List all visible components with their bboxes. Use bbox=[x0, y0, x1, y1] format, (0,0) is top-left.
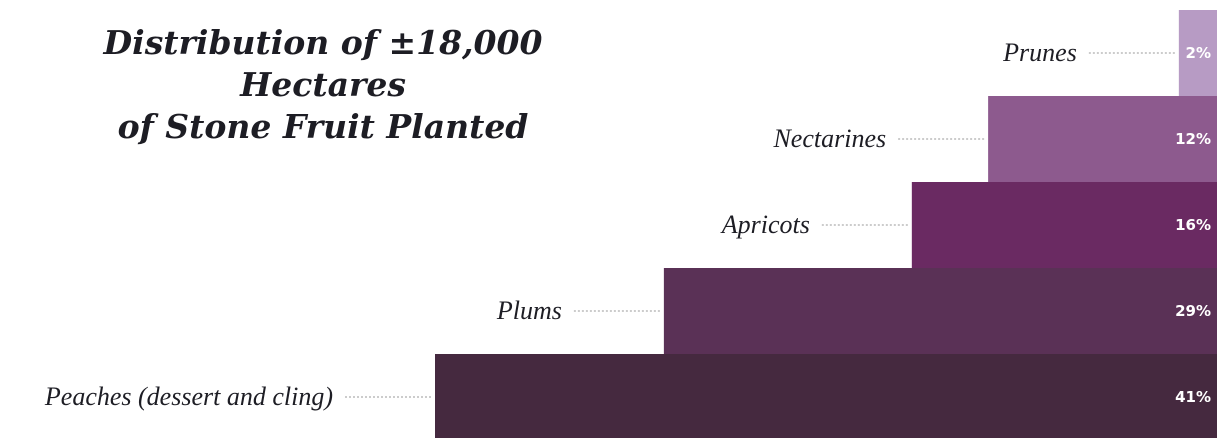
value-label-plums: 29% bbox=[1175, 302, 1211, 320]
bar-prunes bbox=[1178, 10, 1217, 96]
category-label-plums: Plums bbox=[496, 296, 562, 325]
value-label-peaches: 41% bbox=[1175, 388, 1211, 406]
bar-nectarines bbox=[988, 96, 1217, 182]
category-label-nectarines: Nectarines bbox=[772, 124, 886, 153]
chart-title-line-2: of Stone Fruit Planted bbox=[117, 107, 529, 146]
value-label-nectarines: 12% bbox=[1175, 130, 1211, 148]
category-label-peaches: Peaches (dessert and cling) bbox=[44, 382, 333, 411]
bar-apricots bbox=[911, 182, 1217, 268]
category-label-apricots: Apricots bbox=[720, 210, 810, 239]
chart-title-line-1: Distribution of ±18,000 Hectares bbox=[103, 23, 543, 104]
bar-plums bbox=[663, 268, 1217, 354]
bar-peaches bbox=[435, 354, 1217, 438]
value-label-prunes: 2% bbox=[1186, 44, 1211, 62]
value-label-apricots: 16% bbox=[1175, 216, 1211, 234]
category-label-prunes: Prunes bbox=[1002, 38, 1077, 67]
chart-title: Distribution of ±18,000 Hectares of Ston… bbox=[18, 22, 628, 148]
